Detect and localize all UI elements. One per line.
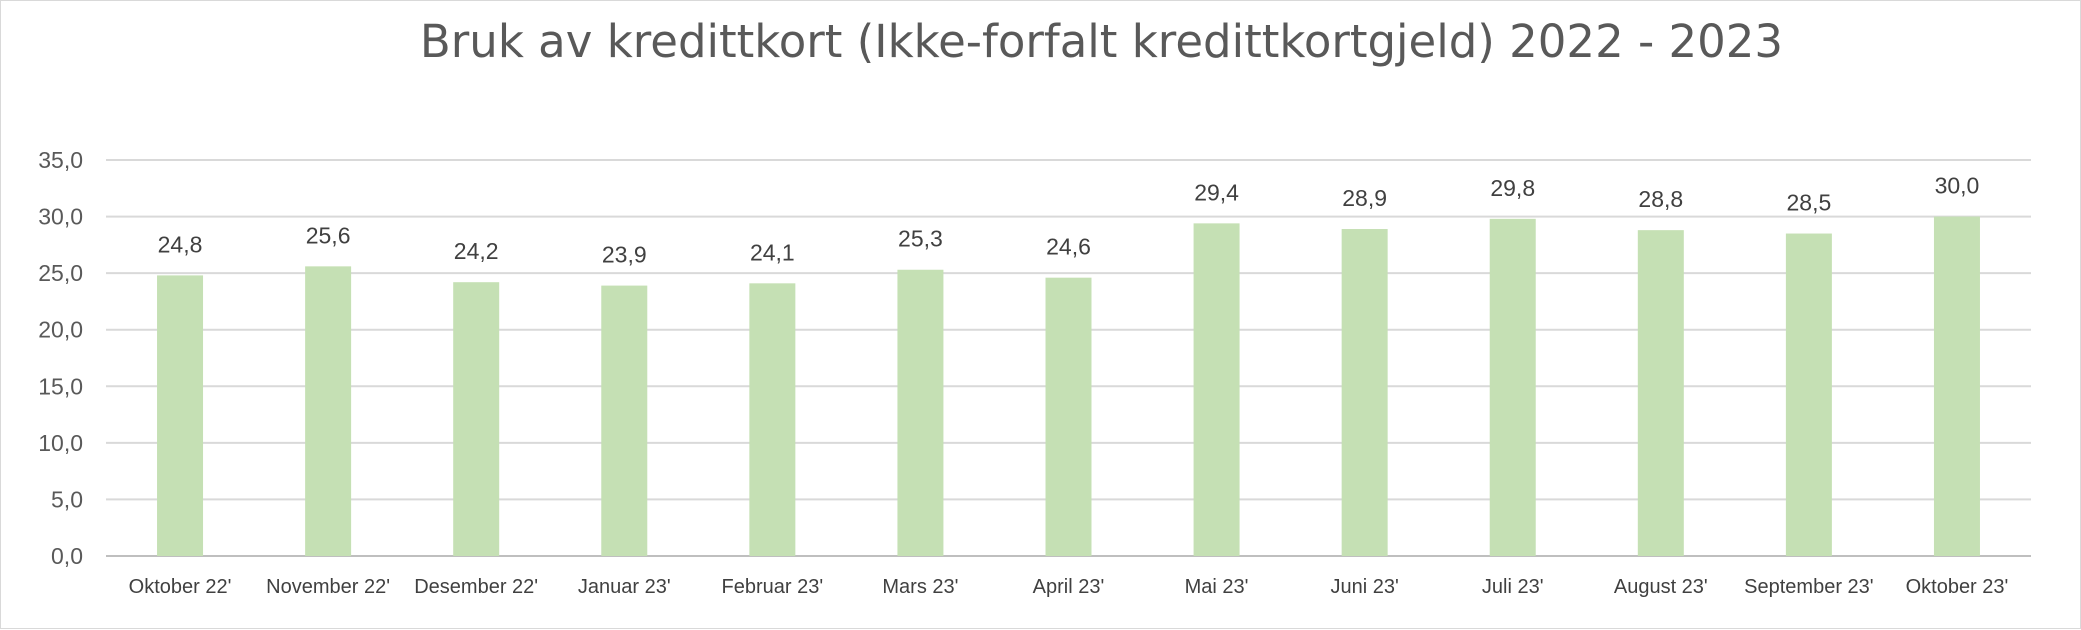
bar: [1193, 223, 1240, 557]
y-tick-label: 5,0: [51, 486, 83, 512]
x-category-label: Juli 23': [1482, 576, 1544, 598]
y-tick-label: 0,0: [51, 543, 83, 569]
y-tick-label: 15,0: [38, 373, 83, 399]
bar: [305, 266, 352, 556]
x-category-label: Desember 22': [414, 576, 538, 598]
x-category-label: Oktober 23': [1906, 576, 2009, 598]
data-label: 25,3: [898, 226, 943, 252]
data-label: 23,9: [602, 242, 647, 268]
y-tick-label: 35,0: [38, 147, 83, 173]
data-label: 24,8: [158, 231, 203, 257]
bar: [1785, 233, 1832, 557]
data-label: 28,9: [1342, 185, 1387, 211]
data-label: 28,5: [1787, 190, 1832, 216]
bar: [1489, 218, 1536, 556]
x-category-label: Mars 23': [882, 576, 958, 598]
x-category-label: April 23': [1033, 576, 1105, 598]
y-tick-label: 10,0: [38, 430, 83, 456]
data-label: 24,2: [454, 238, 499, 264]
x-category-label: November 22': [266, 576, 390, 598]
y-tick-label: 30,0: [38, 204, 83, 230]
chart-title: Bruk av kredittkort (Ikke-forfalt kredit…: [419, 15, 1784, 68]
data-label: 29,8: [1490, 175, 1535, 201]
data-label: 25,6: [306, 222, 351, 248]
bar: [1637, 230, 1684, 557]
bar: [897, 269, 944, 556]
x-category-label: Oktober 22': [129, 576, 232, 598]
x-category-label: Februar 23': [722, 576, 824, 598]
data-label: 24,6: [1046, 234, 1091, 260]
data-label: 30,0: [1935, 173, 1980, 199]
x-category-label: Januar 23': [578, 576, 671, 598]
x-category-label: Juni 23': [1330, 576, 1398, 598]
bar: [1933, 216, 1980, 557]
data-label: 28,8: [1638, 186, 1683, 212]
y-tick-label: 25,0: [38, 260, 83, 286]
data-label: 29,4: [1194, 179, 1239, 205]
bar: [1341, 229, 1388, 556]
data-label: 24,1: [750, 239, 795, 265]
bar: [749, 283, 796, 556]
x-category-label: August 23': [1614, 576, 1708, 598]
x-category-label: Mai 23': [1185, 576, 1249, 598]
y-tick-label: 20,0: [38, 317, 83, 343]
x-category-label: September 23': [1744, 576, 1873, 598]
bar: [453, 282, 500, 556]
bar: [601, 285, 648, 556]
bar: [157, 275, 204, 556]
bar: [1045, 277, 1092, 556]
